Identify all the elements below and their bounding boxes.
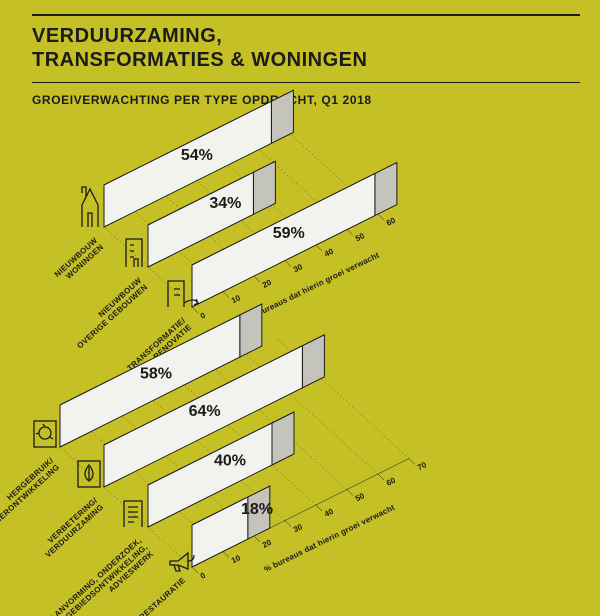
axis-tick: 50 — [354, 231, 366, 243]
category-label: NIEUWBOUWOVERIGE GEBOUWEN — [69, 276, 149, 351]
axis-tick: 10 — [230, 553, 242, 565]
chart-canvas: 0102030405060% bureaus dat hierin groei … — [0, 0, 600, 616]
axis-tick: 60 — [385, 216, 397, 228]
category-label: NIEUWBOUWWONINGEN — [53, 236, 106, 286]
axis-tick: 0 — [199, 311, 207, 321]
bar-value: 40% — [214, 453, 246, 470]
axis-tick: 30 — [292, 262, 304, 274]
bar-value: 34% — [209, 195, 241, 212]
axis-tick: 50 — [354, 491, 366, 503]
axis-tick: 40 — [323, 247, 335, 259]
axis-tick: 20 — [261, 278, 273, 290]
building-icon — [126, 239, 142, 267]
axis-tick: 0 — [199, 571, 207, 581]
category-label: HERGEBRUIK/HERONTWIKKELING — [0, 455, 62, 525]
axis-tick: 70 — [416, 460, 428, 472]
bar-value: 59% — [273, 225, 305, 242]
leaf-icon — [78, 461, 100, 487]
doc-icon — [124, 501, 142, 527]
axis-tick: 20 — [261, 538, 273, 550]
axis-tick: 30 — [292, 522, 304, 534]
bar-value: 18% — [241, 501, 273, 518]
bar-value: 54% — [181, 147, 213, 164]
bar-value: 58% — [140, 366, 172, 383]
axis-tick: 60 — [385, 476, 397, 488]
megaphone-icon — [170, 553, 194, 571]
recycle-icon — [34, 421, 56, 447]
axis-tick: 40 — [323, 507, 335, 519]
category-label: VERBETERING/VERDUURZAMING — [38, 495, 106, 559]
category-label: RESTAURATIE — [137, 576, 187, 616]
axis-tick: 10 — [230, 293, 242, 305]
house-icon — [82, 187, 98, 227]
bar-value: 64% — [189, 403, 221, 420]
